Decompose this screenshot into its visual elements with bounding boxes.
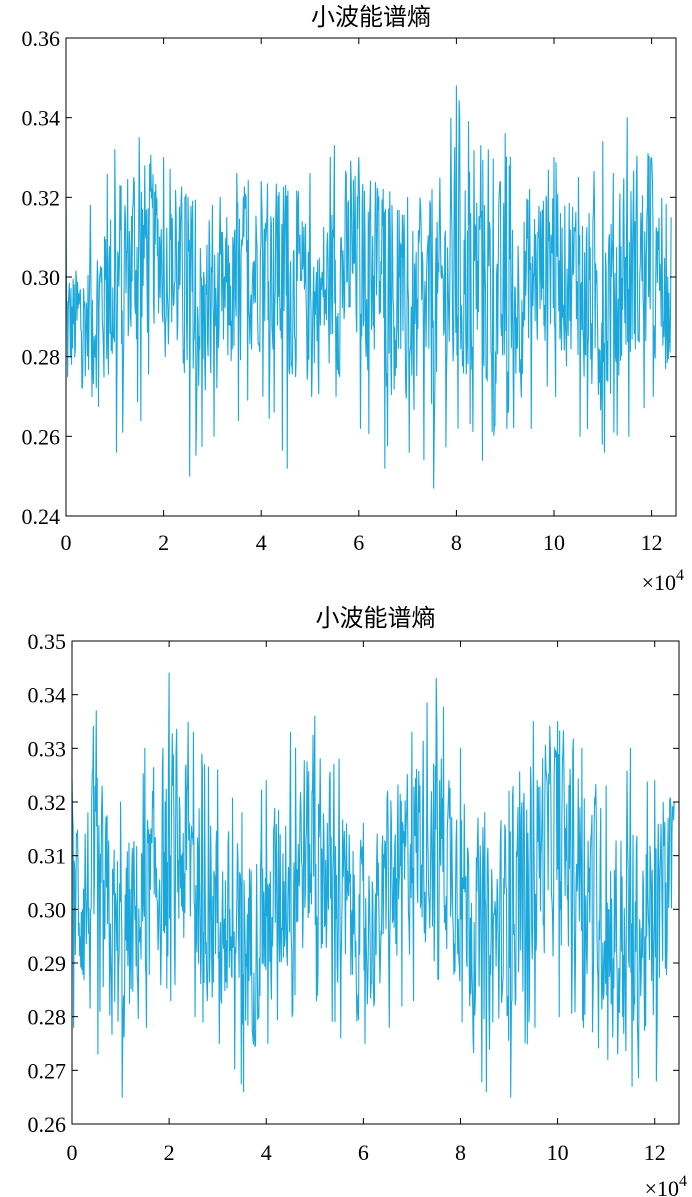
x-tick-label: 6 — [358, 1140, 369, 1165]
y-tick-label: 0.32 — [22, 185, 61, 210]
x-multiplier: ×104 — [645, 1173, 687, 1197]
y-tick-label: 0.36 — [22, 26, 61, 51]
plot-frame — [71, 640, 680, 1125]
y-tick-label: 0.32 — [28, 790, 67, 815]
y-tick-label: 0.27 — [28, 1058, 67, 1083]
y-tick-label: 0.26 — [22, 424, 61, 449]
x-tick-label: 2 — [158, 530, 169, 555]
x-tick-label: 12 — [641, 530, 663, 555]
x-tick-label: 0 — [67, 1140, 78, 1165]
y-tick-label: 0.26 — [28, 1112, 67, 1137]
x-multiplier: ×104 — [642, 567, 684, 595]
y-tick-label: 0.34 — [28, 683, 67, 708]
y-tick-label: 0.28 — [28, 1005, 67, 1030]
y-tick-label: 0.28 — [22, 345, 61, 370]
chart-1: 小波能谱熵 0 2 4 6 8 10 12 0.24 0.26 0.28 0.30 0.32 0.34 0.… — [22, 3, 685, 595]
x-tick-label: 2 — [164, 1140, 175, 1165]
x-tick-label: 8 — [455, 1140, 466, 1165]
y-tick-label: 0.30 — [28, 897, 67, 922]
chart-title: 小波能谱熵 — [311, 3, 431, 31]
y-tick-label: 0.24 — [22, 504, 61, 529]
x-tick-label: 12 — [644, 1140, 666, 1165]
x-tick-label: 6 — [353, 530, 364, 555]
y-tick-label: 0.30 — [22, 265, 61, 290]
chart-2: 小波能谱熵 0 2 4 6 8 10 12 0.26 0.27 0.28 0.29 0.30 0.31 0.… — [28, 604, 688, 1197]
x-tick-label: 10 — [543, 530, 565, 555]
y-tick-label: 0.29 — [28, 951, 67, 976]
y-tick-label: 0.35 — [28, 629, 67, 654]
series-line-2-1 — [71, 672, 675, 1098]
y-tick-label: 0.34 — [22, 106, 61, 131]
x-tick-label: 4 — [256, 530, 267, 555]
x-tick-label: 4 — [261, 1140, 272, 1165]
x-tick-label: 0 — [61, 530, 72, 555]
chart-title: 小波能谱熵 — [316, 604, 436, 632]
y-tick-label: 0.33 — [28, 736, 67, 761]
x-tick-label: 8 — [451, 530, 462, 555]
series-line-1-1 — [65, 85, 672, 489]
y-tick-label: 0.31 — [28, 844, 67, 869]
x-tick-label: 10 — [547, 1140, 569, 1165]
